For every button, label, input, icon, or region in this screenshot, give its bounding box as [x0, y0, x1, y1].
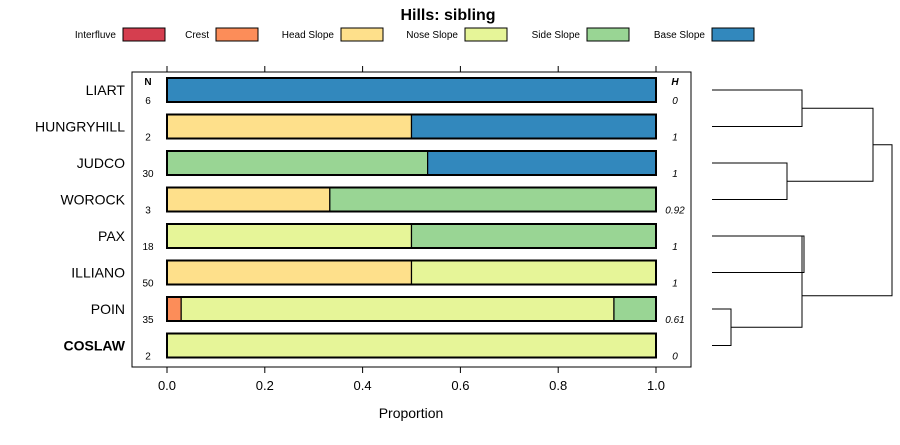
- row-label: JUDCO: [77, 155, 125, 171]
- legend-swatch-crest: [215, 27, 259, 42]
- bar-row-hungryhill: HUNGRYHILL 2 1: [35, 113, 678, 144]
- legend-label-crest: Crest: [185, 30, 209, 41]
- row-h-value: 1: [672, 242, 678, 253]
- dendrogram: [712, 89, 893, 346]
- legend-swatch-nose-slope: [464, 27, 508, 42]
- row-label: HUNGRYHILL: [35, 119, 125, 135]
- x-tick-label: 0.2: [256, 378, 274, 393]
- bar-segment-nose-slope: [410, 259, 657, 286]
- bar-segment-head-slope: [166, 186, 331, 213]
- bar-segment-side-slope: [166, 150, 429, 176]
- bar-outline: [166, 296, 657, 322]
- bar-segment-nose-slope: [166, 223, 413, 249]
- row-n-value: 2: [145, 352, 151, 363]
- row-n-value: 30: [142, 169, 154, 180]
- row-h-value: 0.92: [665, 206, 685, 217]
- row-n-value: 35: [142, 315, 154, 326]
- dendrogram-link: [712, 162, 788, 200]
- bar-outline: [166, 223, 657, 249]
- bar-outline: [166, 150, 657, 176]
- row-h-value: 1: [672, 169, 678, 180]
- x-tick-label: 0.6: [451, 378, 469, 393]
- bar-row-judco: JUDCO 30 1: [77, 150, 678, 180]
- row-n-value: 2: [145, 133, 151, 144]
- row-label: LIART: [86, 82, 126, 98]
- top-ticks: [166, 66, 657, 72]
- bar-segment-nose-slope: [180, 296, 615, 322]
- dendrogram-link: [802, 144, 893, 297]
- legend-label-base-slope: Base Slope: [654, 30, 706, 41]
- bar-outline: [166, 186, 657, 213]
- bar-segment-base-slope: [410, 113, 657, 140]
- x-tick-label: 0.0: [158, 378, 176, 393]
- chart-title: Hills: sibling: [400, 7, 495, 24]
- bar-row-illiano: ILLIANO 50 1: [71, 259, 678, 290]
- legend-label-nose-slope: Nose Slope: [406, 30, 458, 41]
- legend-label-side-slope: Side Slope: [532, 30, 581, 41]
- bar-segment-side-slope: [329, 186, 657, 213]
- legend-label-head-slope: Head Slope: [282, 30, 335, 41]
- bar-segment-head-slope: [166, 113, 413, 140]
- row-h-value: 0: [672, 96, 678, 107]
- bar-row-worock: WOROCK 3 0.92: [60, 186, 685, 217]
- bar-outline: [166, 259, 657, 286]
- bar-segment-base-slope: [166, 77, 657, 103]
- row-n-value: 3: [145, 206, 151, 217]
- legend-swatch-base-slope: [711, 27, 755, 42]
- bar-row-pax: PAX 18 1: [98, 223, 678, 253]
- row-n-value: 6: [145, 96, 151, 107]
- bar-segment-side-slope: [410, 223, 657, 249]
- row-label: WOROCK: [60, 192, 125, 208]
- row-label: PAX: [98, 228, 126, 244]
- bar-segment-nose-slope: [166, 332, 657, 359]
- dendrogram-link: [787, 107, 874, 182]
- bar-segment-base-slope: [427, 150, 657, 176]
- bar-outline: [166, 332, 657, 359]
- legend: Interfluve Crest Head Slope Nose Slope Side …: [75, 27, 755, 42]
- bar-row-coslaw: COSLAW 2 0: [64, 332, 678, 363]
- bar-segment-side-slope: [613, 296, 657, 322]
- bar-row-poin: POIN 35 0.61: [91, 296, 685, 326]
- row-h-value: 1: [672, 279, 678, 290]
- x-tick-label: 0.4: [354, 378, 372, 393]
- row-n-value: 50: [142, 279, 154, 290]
- dendrogram-link: [731, 235, 804, 328]
- x-axis: 0.0 0.2 0.4 0.6 0.8 1.0: [158, 367, 665, 393]
- h-header: H: [671, 77, 679, 88]
- bar-segment-crest: [166, 296, 182, 322]
- n-header: N: [144, 77, 151, 88]
- x-tick-label: 1.0: [647, 378, 665, 393]
- dendrogram-link: [712, 308, 732, 346]
- row-h-value: 1: [672, 133, 678, 144]
- bar-row-liart: LIART 6 0: [86, 77, 678, 107]
- legend-label-interfluve: Interfluve: [75, 30, 117, 41]
- row-label: POIN: [91, 301, 125, 317]
- row-h-value: 0: [672, 352, 678, 363]
- bar-outline: [166, 77, 657, 103]
- row-label: COSLAW: [64, 338, 126, 354]
- x-tick-label: 0.8: [549, 378, 567, 393]
- dendrogram-link: [712, 89, 803, 127]
- legend-swatch-head-slope: [340, 27, 384, 42]
- bar-segment-head-slope: [166, 259, 413, 286]
- dendrogram-link: [712, 235, 805, 273]
- row-label: ILLIANO: [71, 265, 125, 281]
- row-h-value: 0.61: [665, 315, 684, 326]
- plot-area-frame: [131, 71, 692, 368]
- x-axis-label: Proportion: [379, 405, 444, 421]
- bar-rows: LIART 6 0 HUNGRYHILL 2 1 JUDCO 30 1 WOROCK 3 0.92 PA…: [35, 77, 685, 363]
- bar-outline: [166, 113, 657, 140]
- row-n-value: 18: [142, 242, 154, 253]
- legend-swatch-side-slope: [586, 27, 630, 42]
- legend-swatch-interfluve: [122, 27, 166, 42]
